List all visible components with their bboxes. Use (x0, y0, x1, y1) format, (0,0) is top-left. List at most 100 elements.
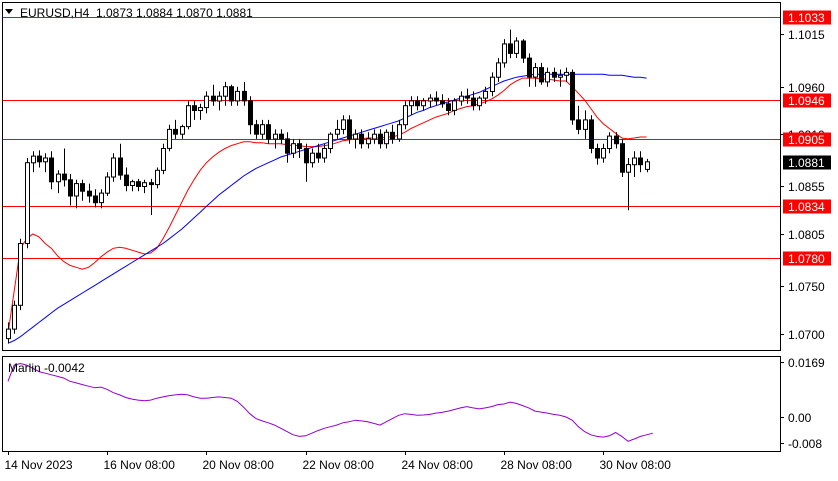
candle (626, 158, 631, 211)
oscillator (7, 362, 653, 442)
candle-body (465, 95, 470, 99)
candle-body (564, 71, 569, 76)
candle-body (539, 67, 544, 83)
candle-body (347, 119, 352, 140)
candle (229, 84, 234, 106)
candle-body (192, 105, 197, 111)
candle (198, 103, 203, 120)
candle-body (496, 62, 501, 78)
candle-body (111, 157, 116, 178)
level-price-label: 1.0780 (788, 252, 825, 266)
level-price-label: 1.0905 (788, 133, 825, 147)
candlesticks (6, 29, 650, 344)
collapse-triangle-icon[interactable] (5, 9, 13, 14)
candle (576, 105, 581, 135)
candle (173, 119, 178, 139)
candle (12, 300, 17, 334)
candle (378, 129, 383, 149)
candle-body (428, 97, 433, 102)
price-tick-label: 1.0805 (788, 228, 825, 242)
candle-body (558, 74, 563, 78)
candle (614, 132, 619, 149)
candle (552, 67, 557, 82)
candle (465, 88, 470, 104)
candle (242, 81, 247, 106)
candle (260, 119, 265, 139)
candle-body (483, 90, 488, 99)
candle-body (149, 182, 154, 186)
pane-frames (2, 2, 781, 452)
level-price-label: 1.0946 (788, 94, 825, 108)
candle (521, 39, 526, 63)
candle (583, 110, 588, 139)
candle-body (607, 135, 612, 150)
candle (56, 170, 61, 194)
candle (421, 98, 426, 111)
candle-body (173, 128, 178, 135)
candle-body (161, 148, 166, 171)
candle-body (229, 86, 234, 102)
candle (620, 138, 625, 177)
candle (25, 158, 30, 249)
candle (204, 91, 209, 114)
candle (607, 132, 612, 154)
candle-body (124, 174, 129, 187)
candle-body (335, 128, 340, 135)
candle-body (552, 71, 557, 78)
candle-body (254, 124, 259, 135)
candle (601, 143, 606, 163)
candle-body (93, 195, 98, 204)
candle-body (576, 119, 581, 130)
candle-body (248, 100, 253, 126)
time-tick-label: 14 Nov 2023 (5, 458, 73, 472)
candle-body (186, 105, 191, 128)
candle-body (12, 304, 17, 330)
candle (285, 132, 290, 163)
price-tick-label: 1.0960 (788, 81, 825, 95)
candle-body (508, 43, 513, 54)
candle-body (353, 133, 358, 140)
candle (136, 178, 141, 192)
candle (452, 98, 457, 116)
candle (93, 189, 98, 208)
candle-body (645, 161, 650, 170)
level-price-tag (783, 251, 831, 266)
candle (180, 124, 185, 139)
candle-body (155, 169, 160, 186)
candle-body (279, 133, 284, 140)
time-tick-label: 16 Nov 08:00 (104, 458, 176, 472)
candle (490, 72, 495, 97)
candle-body (56, 173, 61, 183)
candle-body (18, 243, 23, 306)
time-tick-label: 28 Nov 08:00 (501, 458, 573, 472)
candle-body (6, 328, 11, 340)
candle-body (142, 182, 147, 187)
candle (211, 84, 216, 106)
candle-body (223, 86, 228, 97)
candle-body (626, 164, 631, 173)
candle (403, 100, 408, 130)
candle (304, 143, 309, 182)
price-tick-label: 1.0855 (788, 180, 825, 194)
candle (564, 67, 569, 82)
candle-body (235, 90, 240, 102)
candle (6, 322, 11, 344)
candle (18, 238, 23, 311)
level-price-label: 1.1033 (788, 11, 825, 25)
candle (99, 189, 104, 209)
candle (359, 129, 364, 149)
candle-body (583, 119, 588, 130)
candle-body (415, 100, 420, 107)
candle-body (545, 71, 550, 83)
candle-body (43, 157, 48, 163)
candle-body (421, 100, 426, 107)
candle (508, 29, 513, 59)
candle-body (403, 105, 408, 126)
candle (341, 115, 346, 135)
candle-body (452, 100, 457, 111)
candle (248, 96, 253, 135)
candle (161, 143, 166, 175)
candle-body (459, 95, 464, 102)
candle (496, 58, 501, 82)
